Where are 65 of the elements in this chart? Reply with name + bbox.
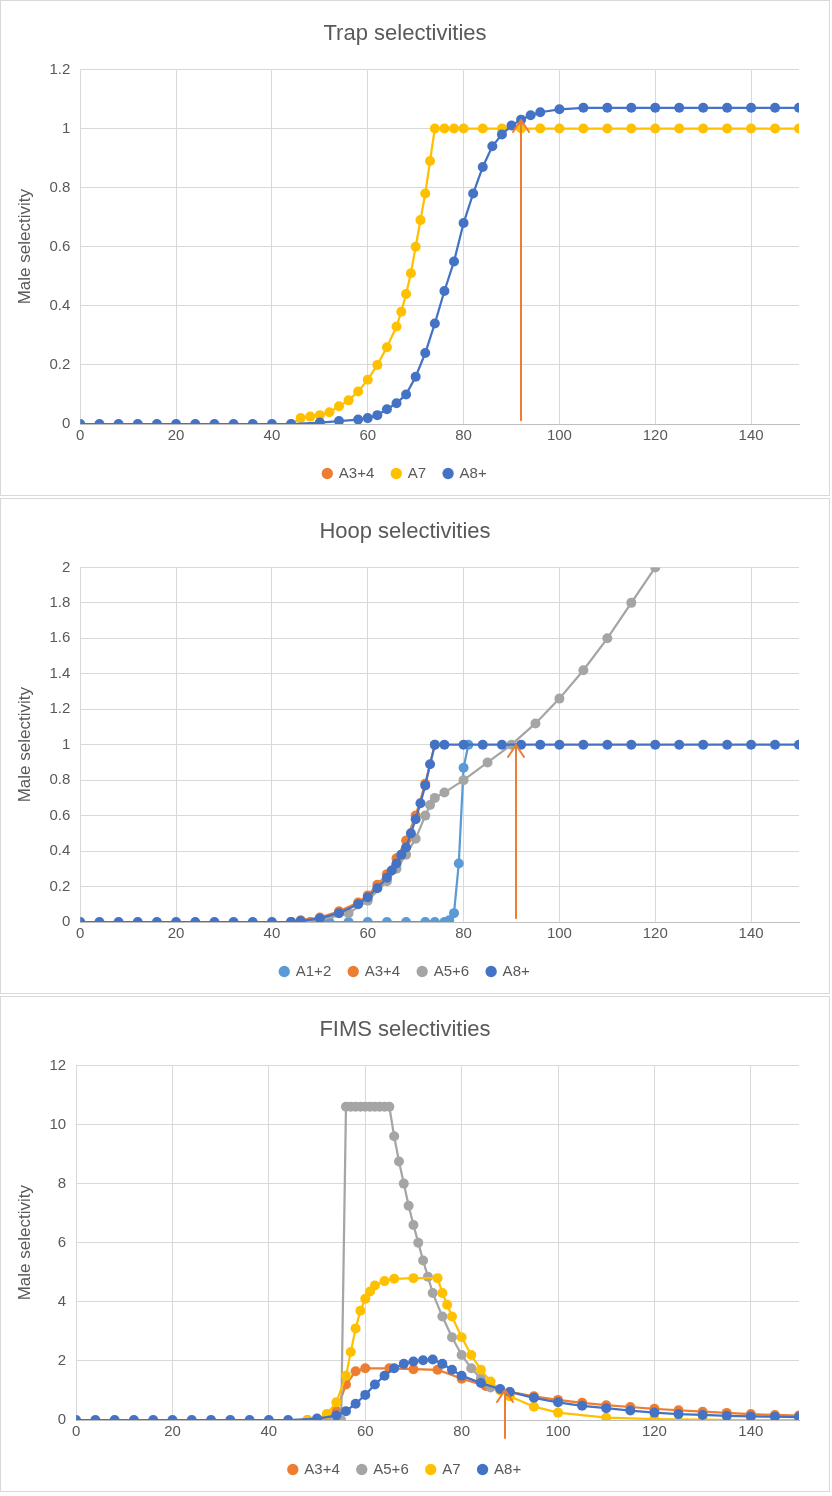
- chart-title: Hoop selectivities: [319, 518, 491, 544]
- y-tick-label: 0: [61, 912, 71, 930]
- legend-label: A8+: [459, 463, 487, 481]
- legend-label: A3+4: [304, 1459, 340, 1477]
- x-tick-label: 80: [455, 426, 472, 444]
- y-axis-title: Male selectivity: [14, 188, 34, 305]
- x-tick-label: 140: [738, 924, 764, 942]
- x-tick-label: 60: [356, 1422, 374, 1440]
- x-tick-label: 60: [359, 924, 377, 942]
- y-tick-label: 0.4: [49, 841, 71, 859]
- x-tick-label: 0: [76, 426, 85, 444]
- y-tick-label: 1: [61, 734, 71, 752]
- legend-label: A3+4: [364, 961, 401, 979]
- x-tick-label: 20: [167, 924, 185, 942]
- legend-label: A1+2: [295, 961, 332, 979]
- y-tick-label: 12: [49, 1055, 67, 1073]
- x-tick-label: 100: [546, 924, 572, 942]
- y-tick-label: 0.4: [49, 295, 71, 313]
- y-tick-label: 2: [57, 1351, 67, 1369]
- y-tick-label: 0.8: [49, 177, 71, 195]
- x-tick-label: 100: [546, 426, 572, 444]
- x-tick-label: 40: [263, 924, 281, 942]
- y-tick-label: 4: [57, 1291, 67, 1309]
- x-tick-label: 120: [641, 1422, 667, 1440]
- x-tick-label: 140: [738, 426, 764, 444]
- y-tick-label: 0.2: [49, 876, 71, 894]
- y-tick-label: 0.6: [49, 805, 71, 823]
- x-tick-label: 20: [167, 426, 185, 444]
- y-tick-label: 0.2: [49, 355, 71, 373]
- x-tick-label: 20: [164, 1422, 181, 1440]
- y-axis-title: Male selectivity: [14, 1184, 34, 1301]
- y-tick-label: 0.8: [49, 770, 71, 788]
- x-tick-label: 80: [455, 924, 472, 942]
- y-axis-title: Male selectivity: [14, 686, 34, 803]
- y-tick-label: 0.6: [49, 236, 71, 254]
- legend-label: A7: [442, 1459, 461, 1477]
- y-tick-label: 6: [57, 1232, 67, 1250]
- legend-label: A7: [407, 463, 427, 481]
- x-tick-label: 140: [738, 1422, 764, 1440]
- x-tick-label: 40: [263, 426, 281, 444]
- y-tick-label: 1.2: [49, 59, 71, 77]
- legend-label: A5+6: [433, 961, 470, 979]
- legend-label: A8+: [494, 1459, 522, 1477]
- y-tick-label: 2: [61, 557, 71, 575]
- x-tick-label: 120: [642, 924, 668, 942]
- y-tick-label: 1.6: [49, 628, 71, 646]
- y-tick-label: 0: [57, 1410, 67, 1428]
- y-tick-label: 10: [49, 1114, 67, 1132]
- y-tick-label: 1.4: [49, 663, 71, 681]
- y-tick-label: 0: [61, 414, 71, 432]
- legend-label: A5+6: [373, 1459, 409, 1477]
- legend-label: A8+: [502, 961, 530, 979]
- x-tick-label: 40: [260, 1422, 278, 1440]
- chart-title: Trap selectivities: [323, 20, 487, 46]
- x-tick-label: 120: [642, 426, 668, 444]
- y-tick-label: 1: [61, 118, 71, 136]
- y-tick-label: 1.8: [49, 593, 71, 610]
- x-tick-label: 80: [453, 1422, 470, 1440]
- chart-title: FIMS selectivities: [319, 1016, 491, 1042]
- legend-label: A3+4: [338, 463, 375, 481]
- y-tick-label: 8: [57, 1173, 67, 1191]
- x-tick-label: 0: [76, 924, 85, 942]
- x-tick-label: 60: [359, 426, 377, 444]
- y-tick-label: 1.2: [49, 699, 71, 717]
- x-tick-label: 100: [545, 1422, 571, 1440]
